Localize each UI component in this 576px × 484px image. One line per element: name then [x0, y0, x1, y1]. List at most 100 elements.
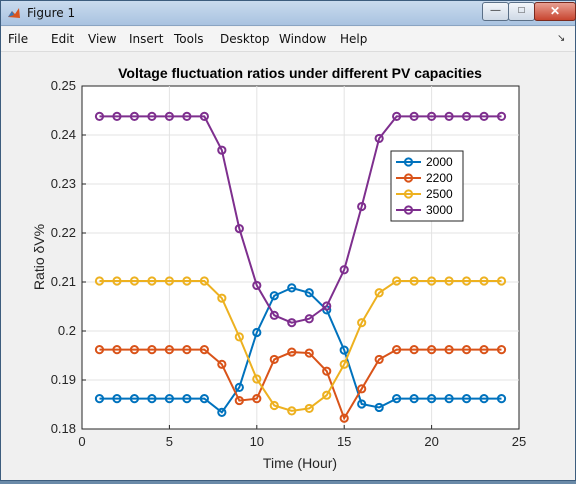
data-point — [112, 111, 122, 121]
data-point — [147, 111, 157, 121]
data-point — [427, 276, 437, 286]
data-point — [182, 111, 192, 121]
data-point — [339, 359, 349, 369]
legend-label: 2000 — [426, 155, 453, 169]
y-tick-label: 0.24 — [51, 127, 76, 142]
data-point — [339, 265, 349, 275]
data-point — [199, 394, 209, 404]
y-tick-label: 0.22 — [51, 225, 76, 240]
data-point — [357, 318, 367, 328]
data-point — [164, 276, 174, 286]
data-point — [287, 283, 297, 293]
menu-desktop[interactable]: Desktop — [220, 32, 270, 46]
data-point — [304, 288, 314, 298]
data-point — [147, 276, 157, 286]
y-axis-label: Ratio δV% — [31, 224, 47, 290]
x-tick-label: 10 — [250, 434, 264, 449]
dock-arrow-icon[interactable]: ↘ — [557, 33, 566, 44]
legend-marker — [403, 173, 414, 183]
figure-canvas: Voltage fluctuation ratios under differe… — [2, 52, 574, 479]
data-point — [479, 345, 489, 355]
data-point — [129, 276, 140, 286]
data-point — [112, 276, 122, 286]
data-point — [269, 310, 279, 320]
data-point — [461, 276, 472, 286]
menu-help[interactable]: Help — [340, 32, 368, 46]
menu-insert[interactable]: Insert — [129, 32, 164, 46]
legend-marker — [403, 189, 414, 199]
data-point — [304, 403, 314, 414]
data-point — [269, 400, 279, 411]
data-point — [357, 384, 367, 394]
data-point — [234, 395, 244, 406]
data-point — [252, 280, 262, 291]
data-point — [392, 345, 402, 355]
menu-view[interactable]: View — [88, 32, 117, 46]
data-point — [287, 406, 297, 416]
x-tick-label: 20 — [424, 434, 438, 449]
menu-file[interactable]: File — [8, 32, 29, 46]
data-point — [252, 327, 262, 338]
data-point — [94, 394, 105, 404]
minimize-icon: — — [490, 5, 501, 16]
menu-edit[interactable]: Edit — [51, 32, 75, 46]
data-point — [427, 394, 437, 404]
menu-tools[interactable]: Tools — [174, 32, 204, 46]
data-point — [409, 394, 419, 404]
data-point — [94, 111, 105, 121]
data-point — [182, 345, 192, 355]
data-point — [374, 402, 384, 413]
data-point — [182, 394, 192, 404]
maximize-button[interactable]: □ — [508, 2, 535, 21]
data-point — [129, 345, 140, 355]
data-point — [374, 288, 384, 298]
close-button[interactable]: ✕ — [534, 2, 576, 21]
data-point — [94, 276, 105, 286]
series-2200 — [94, 345, 507, 423]
data-point — [287, 318, 297, 328]
data-point — [427, 345, 437, 355]
y-tick-label: 0.23 — [51, 176, 76, 191]
y-tick-label: 0.18 — [51, 421, 76, 436]
legend-marker — [403, 205, 414, 215]
data-point — [147, 394, 157, 404]
data-point — [479, 276, 489, 286]
data-point — [304, 314, 314, 324]
data-point — [496, 394, 507, 404]
data-point — [164, 111, 174, 121]
data-point — [322, 366, 332, 376]
data-point — [444, 394, 454, 404]
data-point — [129, 394, 140, 404]
menu-bar: File Edit View Insert Tools Desktop Wind… — [1, 27, 575, 52]
plot-area — [81, 85, 520, 430]
data-point — [234, 332, 244, 342]
data-point — [339, 413, 349, 423]
data-point — [479, 394, 489, 404]
data-point — [129, 111, 140, 121]
legend-label: 3000 — [426, 203, 453, 217]
maximize-icon: □ — [518, 5, 525, 16]
data-point — [496, 345, 507, 355]
y-tick-label: 0.2 — [58, 323, 76, 338]
window-title: Figure 1 — [27, 6, 76, 20]
title-bar[interactable]: Figure 1 — □ ✕ — [1, 1, 576, 26]
y-tick-label: 0.25 — [51, 78, 76, 93]
series-layer — [94, 111, 507, 423]
legend-label: 2200 — [426, 171, 453, 185]
data-point — [199, 276, 209, 286]
legend: 2000 2200 2500 3000 — [390, 150, 464, 222]
data-point — [112, 345, 122, 355]
data-point — [496, 276, 507, 286]
data-point — [374, 354, 384, 365]
data-point — [444, 276, 454, 286]
series-2500 — [94, 276, 507, 416]
data-point — [164, 394, 174, 404]
data-point — [252, 394, 262, 404]
chart-svg: Voltage fluctuation ratios under differe… — [31, 65, 526, 471]
matlab-logo-icon — [8, 8, 20, 18]
legend-marker — [403, 157, 414, 167]
menu-window[interactable]: Window — [279, 32, 327, 46]
close-icon: ✕ — [549, 4, 561, 18]
minimize-button[interactable]: — — [482, 2, 509, 21]
